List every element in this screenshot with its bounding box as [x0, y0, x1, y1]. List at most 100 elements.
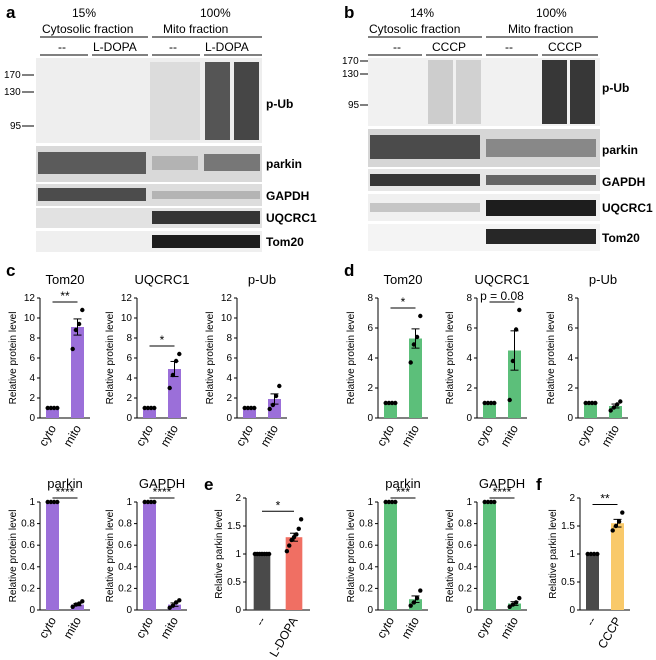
y-tick-label: 2 — [226, 393, 232, 404]
chart-c1: 0 2 4 6 8 10 12 Relative protein level Tom20 cyto… — [8, 272, 90, 449]
x-tick-label: cyto — [374, 422, 397, 448]
x-tick-label: mito — [599, 422, 623, 449]
data-point — [298, 517, 304, 522]
x-tick-label: cyto — [36, 614, 59, 640]
x-tick-label: mito — [61, 422, 85, 449]
y-tick-label: 0.2 — [118, 583, 132, 594]
sig-label: **** — [56, 485, 75, 499]
panel-a-cond-treat-2: L-DOPA — [205, 40, 249, 54]
x-tick-label: -- — [252, 615, 268, 629]
bar — [46, 408, 59, 418]
panel-b-mw-95: 95 — [348, 100, 360, 111]
data-point — [51, 499, 57, 505]
chart-title: p-Ub — [248, 272, 276, 287]
data-point — [167, 385, 172, 391]
chart-c2: 0 2 4 6 8 10 12 Relative protein level UQCRC1 cyt… — [105, 272, 189, 449]
data-point — [142, 499, 147, 505]
data-point — [170, 603, 176, 608]
panel-e-letter: e — [204, 475, 213, 494]
chart-c3: 0 2 4 6 8 10 12 Relative protein level p-Ub cyto m… — [205, 272, 287, 449]
y-axis-label: Relative protein level — [105, 312, 116, 405]
y-tick-label: 2 — [235, 493, 241, 504]
y-tick-label: 10 — [221, 313, 233, 324]
data-point — [513, 600, 519, 605]
chart-f: 0 0.5 1 1.5 2 Relative parkin level --CCCP ** — [548, 492, 630, 651]
chart-title: p-Ub — [589, 272, 617, 287]
data-point — [386, 400, 392, 406]
data-point — [482, 499, 487, 505]
panel-b-mw-130: 130 — [342, 69, 359, 80]
panel-a-band-uqcrc1: UQCRC1 — [266, 211, 317, 225]
bar — [143, 408, 156, 418]
y-axis-label: Relative parkin level — [548, 509, 559, 599]
y-axis-label: Relative protein level — [346, 312, 357, 405]
data-point — [152, 405, 157, 411]
y-tick-label: 0.6 — [118, 540, 132, 551]
bar — [243, 408, 256, 418]
panel-b-fraction-mito: Mito fraction — [508, 22, 573, 36]
data-point — [273, 393, 279, 399]
panel-d-letter: d — [344, 261, 354, 280]
bar — [168, 369, 181, 418]
x-tick-label: mito — [399, 422, 423, 449]
panel-a-cond-treat-1: L-DOPA — [93, 40, 137, 54]
y-tick-label: 4 — [226, 373, 232, 384]
data-point — [48, 405, 54, 411]
data-point — [408, 360, 413, 365]
y-axis-label: Relative protein level — [445, 510, 456, 603]
y-tick-label: 0.8 — [21, 519, 35, 530]
data-point — [248, 405, 254, 411]
y-tick-label: 1.5 — [227, 521, 241, 532]
x-tick-label: cyto — [574, 422, 597, 448]
y-tick-label: 0 — [367, 605, 373, 616]
panel-b-cond-treat-1: CCCP — [432, 40, 466, 54]
data-point — [73, 327, 79, 333]
data-point — [242, 405, 247, 411]
data-point — [411, 342, 417, 347]
data-point — [173, 358, 179, 364]
y-tick-label: 0 — [466, 413, 472, 424]
bar — [46, 502, 59, 610]
panel-b-band-pub: p-Ub — [602, 81, 629, 95]
data-point — [610, 528, 615, 533]
data-point — [45, 499, 50, 505]
y-tick-label: 0 — [466, 605, 472, 616]
panel-a-cond-ctrl-1: -- — [58, 40, 66, 54]
y-tick-label: 6 — [567, 323, 573, 334]
data-point — [485, 400, 491, 406]
y-tick-label: 12 — [24, 293, 36, 304]
x-tick-label: cyto — [473, 614, 496, 640]
panel-b-fraction-cyto: Cytosolic fraction — [369, 22, 460, 36]
data-point — [145, 405, 151, 411]
data-point — [618, 399, 623, 404]
y-axis-label: Relative protein level — [546, 312, 557, 405]
data-point — [296, 526, 301, 531]
sig-label: p = 0.08 — [480, 289, 524, 303]
x-tick-label: mito — [158, 614, 182, 641]
y-tick-label: 0 — [367, 413, 373, 424]
data-point — [45, 405, 50, 411]
bar — [285, 537, 303, 610]
y-tick-label: 2 — [367, 383, 373, 394]
y-tick-label: 0.8 — [359, 519, 373, 530]
data-point — [383, 499, 388, 505]
panel-a-band-gapdh: GAPDH — [266, 189, 309, 203]
y-tick-label: 4 — [367, 353, 373, 364]
sig-label: ** — [600, 492, 610, 506]
y-tick-label: 4 — [567, 353, 573, 364]
sig-label: *** — [396, 485, 410, 499]
panel-a-mw-170: 170 — [4, 70, 21, 81]
y-tick-label: 0 — [126, 413, 132, 424]
chart-d5: 0 0.2 0.4 0.6 0.8 1 Relative protein level GAPD… — [445, 476, 527, 641]
y-tick-label: 12 — [221, 293, 233, 304]
sig-label: ** — [60, 289, 70, 303]
panel-a-cond-ctrl-2: -- — [169, 40, 177, 54]
y-tick-label: 1 — [466, 497, 472, 508]
y-tick-label: 0 — [29, 605, 35, 616]
bar — [71, 327, 84, 418]
data-point — [418, 588, 423, 593]
data-point — [492, 400, 497, 406]
data-point — [177, 351, 182, 357]
y-tick-label: 4 — [29, 373, 35, 384]
y-tick-label: 0 — [569, 605, 575, 616]
